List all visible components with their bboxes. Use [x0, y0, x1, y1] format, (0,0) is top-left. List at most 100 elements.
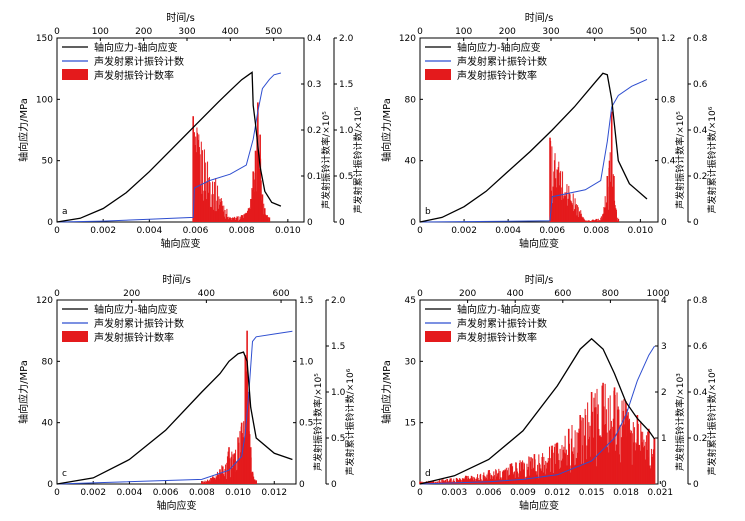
- rate-bar: [533, 454, 536, 484]
- rate-bar: [537, 464, 539, 484]
- rate-bar: [648, 428, 650, 484]
- rate-bar: [239, 431, 241, 484]
- rate-bar: [198, 134, 200, 222]
- rate-bar: [604, 424, 606, 484]
- rate-bar: [594, 407, 596, 484]
- rate-bar: [228, 447, 230, 484]
- rate-bar: [233, 453, 236, 484]
- rate-bar: [462, 478, 464, 484]
- rate-bar: [468, 479, 470, 484]
- rate-bar: [517, 477, 519, 484]
- rate-bar: [627, 415, 629, 484]
- rate-bar: [207, 161, 209, 222]
- rate-bar: [253, 479, 255, 484]
- rate-bar: [585, 415, 587, 484]
- x2-tick-label: 500: [630, 27, 647, 37]
- y-tick-label: 80: [42, 357, 54, 367]
- rate-bar: [544, 474, 546, 484]
- rate-bar: [528, 456, 530, 484]
- rate-bar: [207, 481, 209, 484]
- rate-bar: [200, 141, 202, 222]
- rate-bar: [481, 481, 483, 484]
- rate-bar: [598, 220, 600, 222]
- rate-bar: [212, 478, 214, 484]
- y2-axis-label: 声发射振铃计数率/×10⁵: [674, 111, 686, 209]
- rate-bar: [587, 439, 589, 484]
- rate-bar: [263, 203, 265, 222]
- rate-bar: [640, 421, 642, 484]
- rate-bar: [547, 462, 549, 484]
- rate-bar: [634, 427, 636, 484]
- rate-bar: [512, 466, 514, 484]
- rate-bar: [194, 144, 196, 222]
- rate-bar: [613, 176, 615, 222]
- rate-bar: [479, 474, 481, 484]
- rate-bar: [210, 207, 212, 222]
- rate-bar: [198, 147, 200, 222]
- y3-tick-label: 1.0: [339, 126, 354, 136]
- rate-bar: [489, 473, 491, 484]
- rate-bar: [588, 422, 590, 484]
- rate-bar: [573, 447, 575, 484]
- rate-bar: [575, 205, 577, 222]
- rate-bar: [497, 472, 499, 484]
- legend-label: 轴向应力-轴向应变: [457, 41, 541, 54]
- rate-bar: [196, 127, 198, 222]
- y-tick-label: 100: [36, 95, 53, 105]
- y-tick-label: 0: [410, 218, 416, 228]
- rate-bar: [219, 199, 221, 222]
- rate-bar: [536, 474, 538, 484]
- rate-bar: [590, 221, 592, 222]
- rate-bar: [443, 481, 445, 484]
- rate-bar: [209, 481, 211, 484]
- rate-bar: [610, 420, 612, 484]
- x-tick-label: 0.002: [451, 226, 477, 236]
- rate-bar: [452, 480, 454, 484]
- rate-bar: [249, 434, 251, 484]
- rate-bar: [205, 481, 207, 484]
- legend-label: 声发射累计振铃计数: [457, 317, 547, 330]
- y2-tick-label: 4: [661, 296, 667, 306]
- rate-bar: [597, 404, 599, 484]
- rate-bar: [543, 464, 545, 484]
- y-tick-label: 0: [410, 480, 416, 490]
- x-tick-label: 0: [54, 488, 60, 498]
- rate-bar: [527, 469, 529, 484]
- rate-bar: [606, 432, 608, 484]
- rate-bar: [510, 463, 513, 484]
- rate-bar: [597, 221, 599, 222]
- y2-tick-label: 0: [661, 218, 667, 228]
- rate-bar: [227, 451, 229, 484]
- plot-frame-c: [56, 299, 297, 485]
- rate-bar: [614, 205, 616, 222]
- rate-bar: [202, 190, 204, 222]
- plot-frame-b: [419, 37, 659, 223]
- rate-bar: [580, 210, 582, 222]
- rate-bar: [587, 402, 589, 484]
- rate-bar: [521, 463, 523, 484]
- rate-bar: [615, 450, 617, 484]
- rate-bar: [518, 462, 520, 484]
- rate-bar: [635, 443, 637, 484]
- rate-bar: [543, 456, 545, 484]
- rate-bar: [556, 442, 559, 484]
- rate-bar: [562, 171, 564, 222]
- rate-bar: [215, 211, 217, 222]
- rate-bar: [524, 479, 526, 484]
- rate-bar: [605, 207, 607, 222]
- rate-bar: [585, 220, 587, 222]
- rate-bar: [545, 460, 547, 484]
- rate-bar: [493, 475, 495, 484]
- rate-bar: [260, 180, 262, 222]
- legend-swatch-rate: [425, 69, 451, 80]
- rate-bar: [204, 190, 206, 222]
- rate-bar: [589, 425, 591, 484]
- rate-bar: [247, 208, 250, 222]
- rate-bar: [594, 220, 596, 222]
- y3-tick-label: 0.4: [693, 388, 708, 398]
- rate-bar: [609, 395, 611, 484]
- rate-bar: [578, 211, 580, 222]
- rate-bar: [607, 398, 609, 484]
- rate-bar: [458, 478, 460, 484]
- y-tick-label: 0: [47, 480, 53, 490]
